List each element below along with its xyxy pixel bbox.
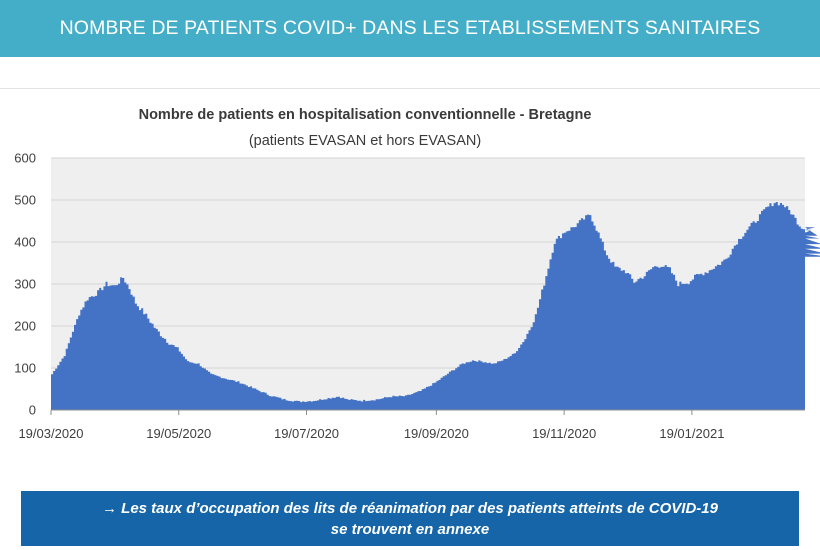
y-tick-label: 0 [29,403,36,418]
x-tick-label: 19/09/2020 [404,426,469,441]
series-area [51,202,820,410]
page-title: NOMBRE DE PATIENTS COVID+ DANS LES ETABL… [59,17,761,39]
area-chart: 0 100 200 300 400 500 600 19/03/2020 19/05/2020 1… [14,151,820,441]
y-tick-label: 400 [14,235,36,250]
x-tick-label: 19/07/2020 [274,426,339,441]
divider [0,88,820,89]
annex-notice-line-1: → Les taux d’occupation des lits de réan… [102,499,718,517]
chart-title: Nombre de patients en hospitalisation co… [138,107,592,123]
x-tick-label: 19/05/2020 [146,426,211,441]
chart-subtitle: (patients EVASAN et hors EVASAN) [248,133,482,149]
y-tick-label: 300 [14,277,36,292]
annex-notice-line-2: se trouvent en annexe [330,520,490,538]
page-header: NOMBRE DE PATIENTS COVID+ DANS LES ETABL… [0,0,820,57]
y-tick-label: 100 [14,361,36,376]
x-tick-label: 19/01/2021 [659,426,724,441]
y-tick-label: 200 [14,319,36,334]
x-tick-label: 19/11/2020 [532,426,596,441]
x-tick-label: 19/03/2020 [18,426,83,441]
y-tick-label: 600 [14,151,36,166]
annex-notice: → Les taux d’occupation des lits de réan… [21,491,799,546]
y-tick-label: 500 [14,193,36,208]
